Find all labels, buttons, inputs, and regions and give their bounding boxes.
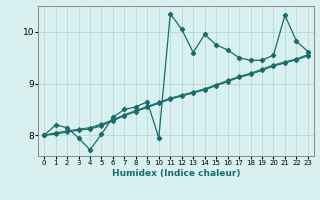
X-axis label: Humidex (Indice chaleur): Humidex (Indice chaleur) — [112, 169, 240, 178]
